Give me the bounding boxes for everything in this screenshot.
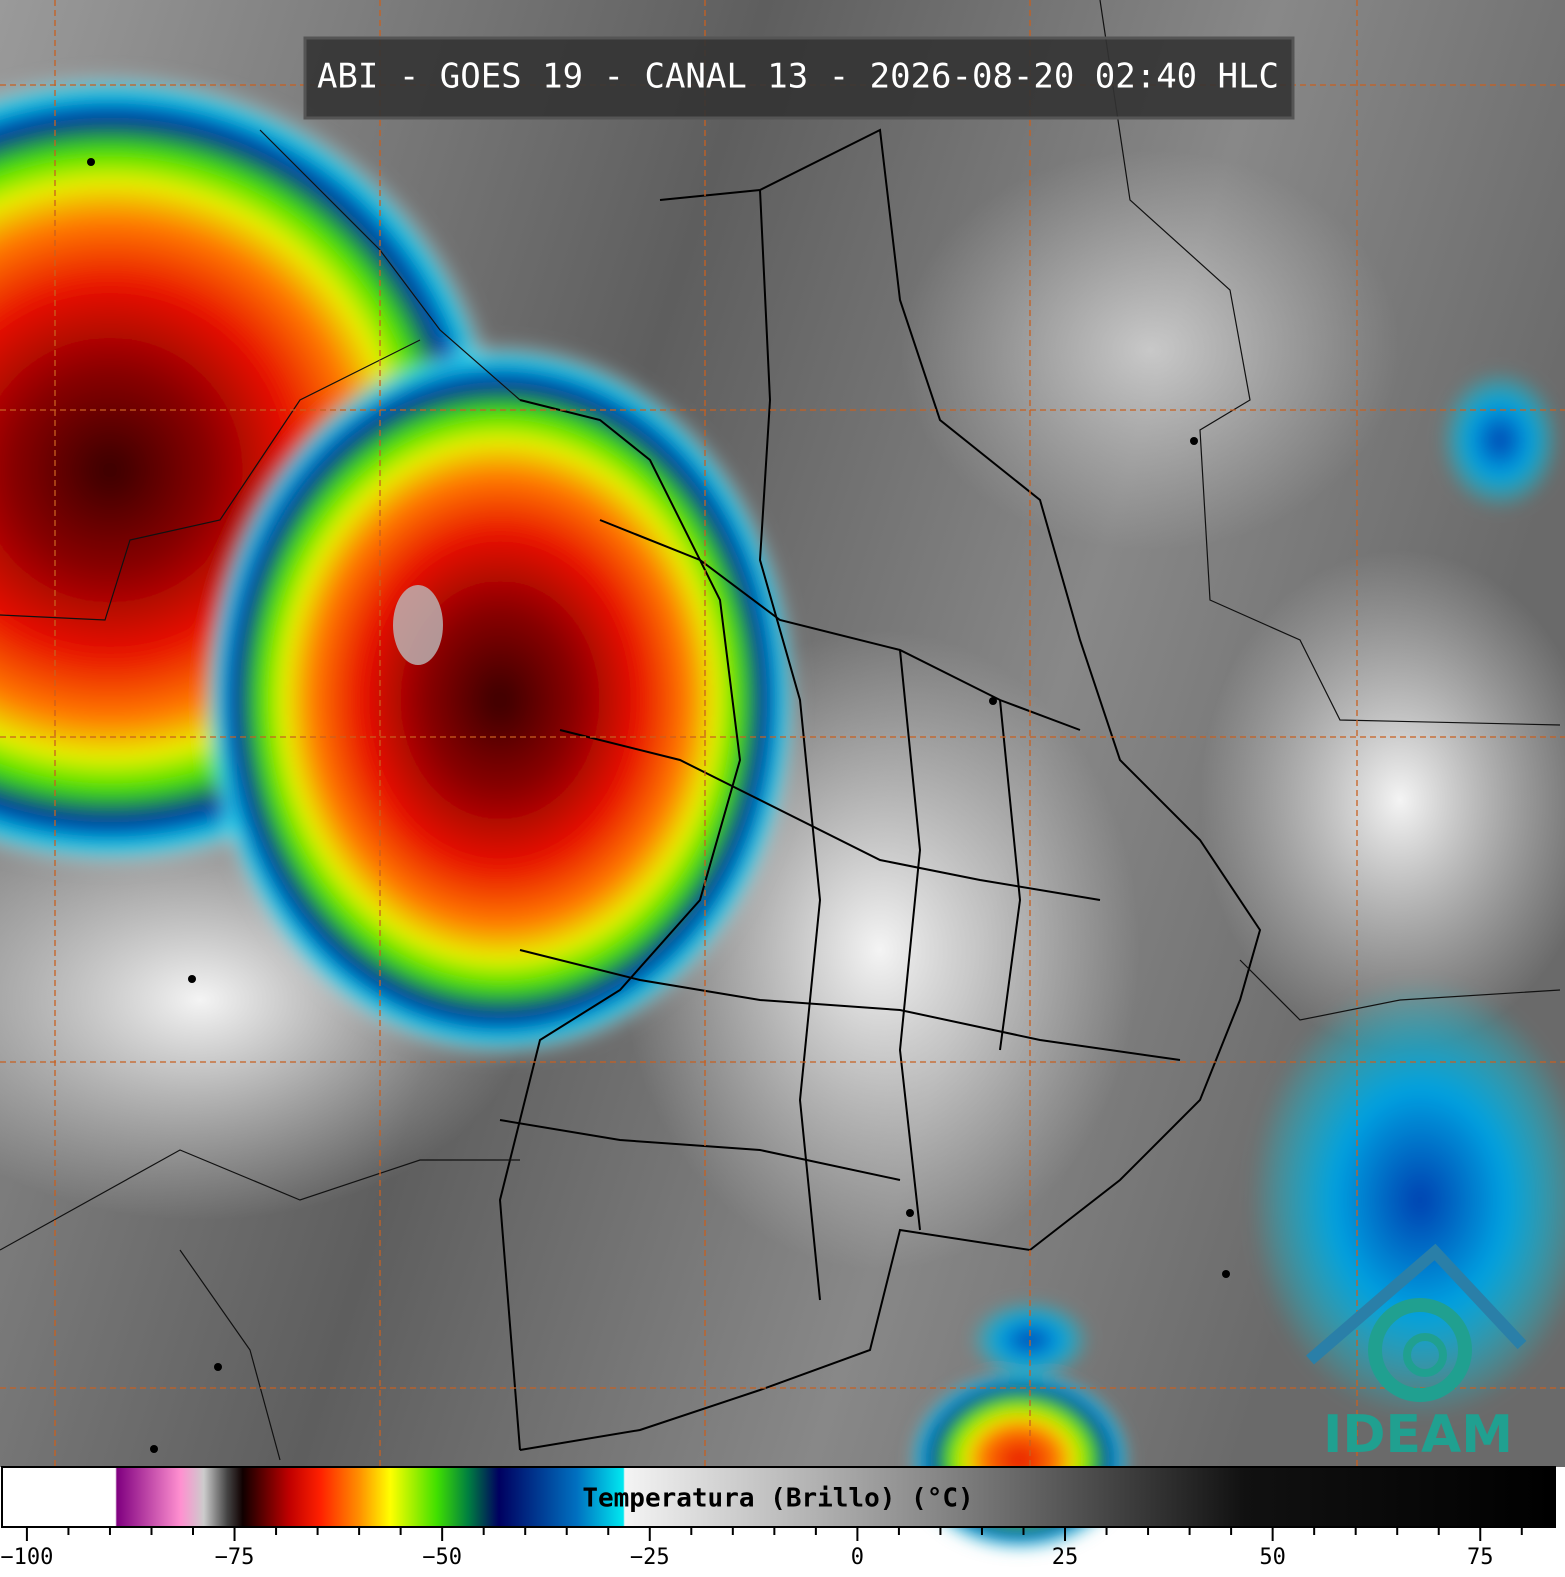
colorbar: Temperatura (Brillo) (°C) (1, 1466, 1556, 1528)
colorbar-label: Temperatura (Brillo) (°C) (582, 1484, 973, 1514)
tick-label: 0 (851, 1545, 864, 1570)
tick-label: −100 (0, 1545, 53, 1570)
title-box: ABI - GOES 19 - CANAL 13 - 2026-08-20 02… (303, 36, 1295, 120)
tick-label: −25 (630, 1545, 670, 1570)
tick-label: 50 (1259, 1545, 1286, 1570)
tick-label: −50 (422, 1545, 462, 1570)
tick-label: −75 (215, 1545, 255, 1570)
logo: IDEAM (1306, 1243, 1527, 1465)
logo-text: IDEAM (1323, 1405, 1513, 1465)
tick-label: 75 (1467, 1545, 1494, 1570)
title: ABI - GOES 19 - CANAL 13 - 2026-08-20 02… (317, 57, 1279, 97)
tick-label: 25 (1052, 1545, 1079, 1570)
